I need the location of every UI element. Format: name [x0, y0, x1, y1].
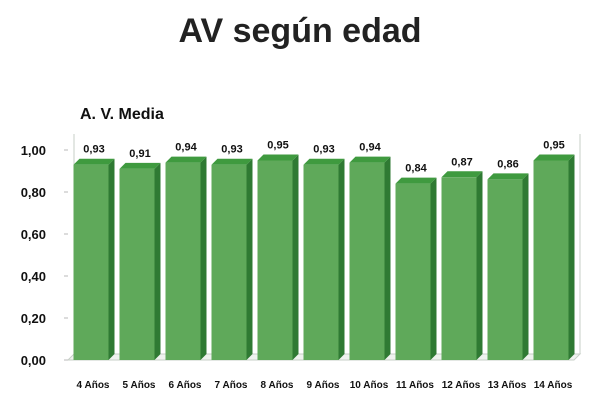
bar-side	[292, 154, 299, 360]
bar	[257, 160, 293, 360]
bar	[441, 177, 477, 360]
x-tick-label: 11 Años	[396, 380, 434, 391]
data-label: 0,91	[129, 148, 150, 160]
bar	[487, 179, 523, 360]
bar-top	[441, 171, 483, 178]
bar-side	[476, 171, 483, 360]
y-tick-label: 0,40	[21, 269, 46, 284]
data-label: 0,94	[359, 142, 381, 154]
data-label: 0,93	[313, 144, 334, 156]
data-label: 0,86	[497, 158, 518, 170]
bar-side	[108, 158, 115, 360]
x-tick-label: 7 Años	[215, 380, 248, 391]
bar-top	[211, 158, 253, 165]
y-tick-label: 0,20	[21, 311, 46, 326]
bar	[211, 164, 247, 360]
bar	[533, 160, 569, 360]
bar	[303, 164, 339, 360]
bar-side	[430, 177, 437, 360]
y-tick-label: 0,00	[21, 353, 46, 368]
y-tick-label: 0,60	[21, 227, 46, 242]
x-tick-label: 5 Años	[123, 380, 156, 391]
bar-top	[303, 158, 345, 165]
bar-top	[165, 156, 207, 163]
bar	[395, 183, 431, 360]
bar-side	[522, 173, 529, 360]
data-label: 0,94	[175, 142, 197, 154]
bar-side	[338, 158, 345, 360]
bar-top	[533, 154, 575, 161]
x-tick-label: 14 Años	[534, 380, 573, 391]
bar-top	[349, 156, 391, 163]
x-tick-label: 8 Años	[261, 380, 294, 391]
bar-side	[246, 158, 253, 360]
bar	[119, 168, 155, 360]
data-label: 0,84	[405, 163, 427, 175]
bar-top	[73, 158, 115, 165]
bar-top	[257, 154, 299, 161]
data-label: 0,93	[221, 144, 242, 156]
x-tick-label: 9 Años	[307, 380, 340, 391]
bar	[73, 164, 109, 360]
chart-title: AV según edad	[178, 12, 422, 50]
y-axis-label: A. V. Media	[80, 106, 164, 123]
x-tick-label: 12 Años	[442, 380, 481, 391]
y-tick-label: 1,00	[21, 143, 46, 158]
bar-top	[487, 173, 529, 180]
bar	[349, 162, 385, 360]
x-tick-label: 13 Años	[488, 380, 527, 391]
x-tick-label: 6 Años	[169, 380, 202, 391]
bar-side	[384, 156, 391, 360]
data-label: 0,95	[267, 140, 288, 152]
data-label: 0,95	[543, 140, 564, 152]
y-tick-label: 0,80	[21, 185, 46, 200]
data-label: 0,87	[451, 156, 472, 168]
bar-top	[395, 177, 437, 184]
bar-top	[119, 162, 161, 169]
bar-side	[200, 156, 207, 360]
data-label: 0,93	[83, 144, 104, 156]
bar-side	[568, 154, 575, 360]
bar	[165, 162, 201, 360]
x-tick-label: 10 Años	[350, 380, 389, 391]
x-tick-label: 4 Años	[77, 380, 110, 391]
bar-side	[154, 162, 161, 360]
